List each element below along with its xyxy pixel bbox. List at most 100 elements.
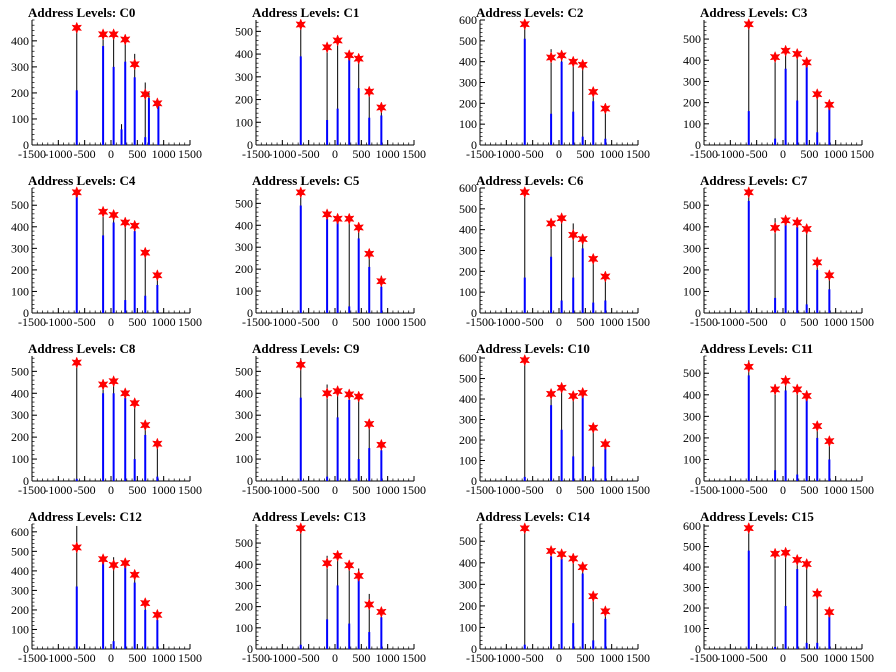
- x-tick-label: 1500: [626, 483, 650, 497]
- x-tick-label: 1000: [600, 483, 624, 497]
- y-tick-label: 100: [11, 284, 29, 298]
- panel-c14: Address Levels: C14 0 100 200 300 400 500 -1500…: [448, 504, 672, 672]
- histogram-bar: [112, 641, 115, 649]
- y-tick-label: 500: [459, 202, 477, 216]
- peak-marker: [151, 97, 163, 110]
- x-tick-label: 1000: [600, 315, 624, 329]
- peak-marker: [769, 221, 781, 235]
- y-tick-label: 500: [11, 198, 29, 212]
- y-tick-label: 0: [23, 642, 29, 656]
- histogram-bar: [805, 642, 808, 649]
- x-tick-label: 0: [108, 483, 114, 497]
- peak-marker: [791, 216, 803, 229]
- peak-marker: [71, 21, 83, 34]
- chart-title: Address Levels: C5: [252, 173, 360, 188]
- peak-marker: [823, 98, 835, 111]
- y-tick-label: 400: [235, 557, 253, 571]
- histogram-bar: [299, 397, 302, 481]
- y-tick-label: 200: [683, 263, 701, 277]
- histogram-bar: [747, 111, 750, 145]
- y-tick-label: 300: [683, 409, 701, 423]
- peak-marker: [375, 101, 387, 114]
- peak-marker: [567, 228, 579, 242]
- y-tick-label: 500: [459, 372, 477, 386]
- peak-marker: [599, 270, 611, 283]
- x-tick-label: -1500: [242, 651, 270, 665]
- peak-marker: [545, 387, 557, 401]
- x-tick-label: -500: [298, 483, 320, 497]
- peak-marker: [823, 269, 835, 282]
- y-tick-label: 300: [683, 74, 701, 88]
- y-tick-label: 300: [459, 76, 477, 90]
- panel-c15: Address Levels: C15 0 100 200 300 400 500 600 -1…: [672, 504, 896, 672]
- x-tick-label: -1500: [18, 147, 46, 161]
- histogram-bar: [133, 77, 136, 145]
- y-tick-label: 0: [695, 642, 701, 656]
- histogram-bar: [581, 394, 584, 481]
- histogram-chart: Address Levels: C30100200300400500-1500-…: [683, 5, 874, 161]
- peak-marker: [375, 605, 387, 619]
- x-tick-label: 0: [332, 315, 338, 329]
- peak-marker: [108, 375, 119, 388]
- x-tick-label: 0: [332, 651, 338, 665]
- x-tick-label: 1000: [376, 147, 400, 161]
- histogram-bar: [581, 136, 584, 145]
- x-tick-label: 0: [108, 315, 114, 329]
- panel-c4: Address Levels: C4 0 100 200 300 400 500 -1500-…: [0, 168, 224, 336]
- peak-marker: [375, 438, 387, 451]
- histogram-bar: [747, 375, 750, 481]
- y-tick-label: 200: [683, 431, 701, 445]
- y-tick-label: 100: [683, 284, 701, 298]
- x-tick-label: 1500: [178, 147, 202, 161]
- histogram-bar: [828, 459, 831, 481]
- histogram-bar: [572, 111, 575, 145]
- histogram-chart: Address Levels: C12 0 100 200 300 400 500 600 -1…: [11, 509, 202, 665]
- x-tick-label: -1500: [18, 483, 46, 497]
- histogram-bar: [133, 459, 136, 481]
- y-tick-label: 600: [459, 181, 477, 195]
- histogram-bar: [523, 644, 526, 649]
- peak-marker: [811, 87, 823, 101]
- peak-marker: [119, 387, 131, 400]
- x-tick-label: -1500: [242, 315, 270, 329]
- peak-marker: [343, 49, 355, 62]
- y-tick-label: 100: [235, 621, 253, 635]
- histogram-bar: [144, 295, 147, 313]
- peak-marker: [321, 557, 333, 570]
- y-tick-label: 0: [247, 138, 253, 152]
- peak-marker: [151, 608, 163, 621]
- histogram-bar: [523, 476, 526, 481]
- panel-c1: Address Levels: C1 0 100 200 300 400 500 -1500-…: [224, 0, 448, 168]
- panel-c10: Address Levels: C10 0 100 200 300 400 500 600 -1…: [448, 336, 672, 504]
- histogram-bar: [828, 106, 831, 145]
- histogram-chart: Address Levels: C10100200300400500-1500-…: [235, 5, 426, 161]
- y-tick-label: 500: [11, 544, 29, 558]
- y-tick-label: 400: [683, 53, 701, 67]
- y-tick-label: 200: [459, 264, 477, 278]
- x-tick-label: -1000: [268, 651, 296, 665]
- chart-title: Address Levels: C4: [28, 173, 136, 188]
- y-tick-label: 0: [471, 474, 477, 488]
- histogram-bar: [336, 108, 339, 145]
- peak-marker: [353, 52, 365, 65]
- x-tick-label: 1000: [600, 147, 624, 161]
- chart-title: Address Levels: C2: [476, 5, 583, 20]
- x-tick-label: -1000: [492, 483, 520, 497]
- x-tick-label: -500: [522, 315, 544, 329]
- y-tick-label: 400: [459, 223, 477, 237]
- peak-marker: [343, 212, 355, 225]
- histogram-bar: [747, 200, 750, 313]
- x-tick-label: 0: [780, 651, 786, 665]
- panel-c2: Address Levels: C2 0 100 200 300 400 500 600 -15…: [448, 0, 672, 168]
- y-tick-label: 100: [459, 454, 477, 468]
- peak-marker: [769, 50, 781, 64]
- peak-marker: [801, 389, 813, 403]
- y-tick-label: 0: [247, 306, 253, 320]
- x-tick-label: 1500: [626, 147, 650, 161]
- peak-marker: [577, 58, 589, 71]
- panel-c7: Address Levels: C7 0 100 200 300 400 500 -1500-…: [672, 168, 896, 336]
- peak-marker: [363, 417, 375, 431]
- peak-marker: [743, 521, 755, 535]
- x-tick-label: -1500: [466, 483, 494, 497]
